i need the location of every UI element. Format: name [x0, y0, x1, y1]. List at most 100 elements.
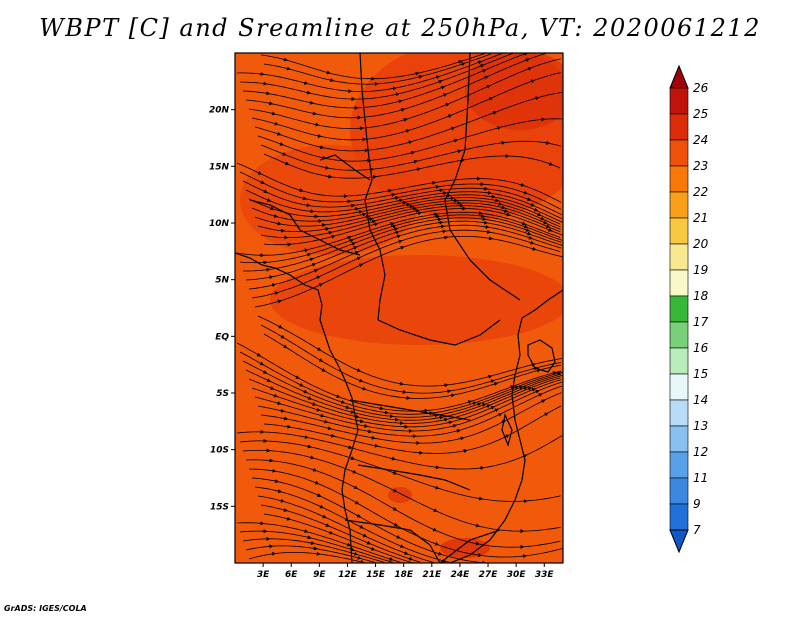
streamline-arrow: [370, 546, 376, 551]
streamline-arrow: [276, 221, 282, 226]
streamline-arrow: [315, 407, 321, 412]
streamline-arrow: [346, 235, 352, 240]
streamline-arrow: [509, 385, 515, 389]
streamline-arrow: [392, 470, 398, 475]
streamline-arrow: [354, 250, 360, 255]
streamline-arrow: [530, 362, 536, 367]
streamline-arrow: [353, 207, 360, 212]
colorbar-swatch: [669, 503, 689, 531]
streamline-arrow: [440, 85, 446, 90]
lake-outline: [501, 413, 513, 447]
streamline-arrow: [527, 386, 533, 391]
streamline: [239, 214, 563, 264]
streamline-arrow: [529, 79, 535, 84]
streamline-arrow: [487, 236, 494, 241]
streamline-arrow: [447, 114, 453, 119]
streamline-arrow: [408, 204, 414, 209]
streamline-arrow: [477, 496, 484, 501]
streamline-arrow: [352, 246, 358, 250]
streamline-arrow: [529, 240, 535, 245]
streamline-arrow: [414, 208, 420, 213]
streamline-arrow: [370, 219, 377, 224]
streamline-arrow: [276, 401, 282, 406]
streamline-arrow: [513, 385, 519, 390]
streamline-arrow: [361, 212, 367, 217]
streamline-arrow: [301, 196, 307, 201]
coastline-west-africa: [235, 252, 359, 563]
streamline-arrow: [282, 344, 288, 349]
streamline-arrow: [319, 145, 325, 150]
streamline-arrow: [489, 379, 495, 384]
colorbar-swatch: [669, 373, 689, 401]
border: [357, 464, 471, 491]
streamline-arrow: [389, 222, 395, 226]
streamline-arrow: [534, 389, 540, 394]
streamline-arrow: [286, 424, 292, 429]
streamline-arrow: [284, 161, 290, 166]
streamline-arrow: [309, 455, 315, 460]
map-title: WBPT [C] and Sreamline at 250hPa, VT: 20…: [39, 14, 761, 42]
streamline-arrow: [532, 366, 538, 371]
streamline-arrow: [547, 227, 553, 232]
streamline: [236, 522, 401, 563]
streamline-arrow: [270, 551, 276, 556]
lat-tick-label: 20N: [209, 106, 230, 116]
streamline-arrow: [319, 413, 325, 418]
streamline: [243, 217, 562, 272]
streamline-arrow: [311, 401, 317, 406]
streamline-arrow: [411, 206, 417, 211]
streamline-arrow: [282, 508, 288, 512]
streamline-arrow: [536, 212, 542, 217]
streamline: [263, 153, 561, 179]
streamline-arrow: [302, 389, 308, 394]
streamline: [248, 468, 563, 558]
lon-tick-label: 12E: [338, 570, 358, 580]
lat-tick-label: 5N: [215, 276, 229, 286]
colorbar-bottom-arrow: [669, 529, 689, 554]
streamline-arrow: [303, 248, 309, 253]
colorbar-swatch: [669, 191, 689, 219]
streamline-arrow: [303, 435, 309, 439]
streamline-arrow: [313, 269, 319, 273]
streamlines: [236, 53, 563, 563]
streamline: [245, 459, 561, 548]
streamline-arrow: [477, 60, 483, 65]
colorbar-label: 26: [693, 81, 709, 95]
streamline-arrow: [268, 101, 274, 106]
streamline-arrow: [501, 420, 506, 424]
streamline-arrow: [316, 347, 322, 351]
colorbar-swatch: [669, 347, 689, 375]
streamline-arrow: [477, 553, 483, 558]
streamline-arrow: [457, 60, 463, 64]
streamline: [239, 440, 561, 502]
streamline-arrow: [431, 180, 437, 185]
streamline-arrow: [405, 202, 411, 207]
streamline-arrow: [395, 534, 401, 539]
streamline-arrow: [260, 180, 265, 185]
hot-patch: [465, 53, 563, 130]
lat-tick-label: 10S: [210, 446, 229, 456]
colorbar-label: 13: [693, 419, 708, 433]
streamline-arrow: [442, 93, 448, 98]
streamline-arrow: [444, 102, 450, 107]
lon-tick-label: 6E: [285, 570, 298, 580]
streamline-arrow: [367, 429, 373, 434]
streamline-arrow: [437, 551, 443, 556]
streamline: [242, 449, 561, 532]
streamline-arrow: [316, 133, 322, 138]
colorbar-label: 11: [693, 471, 708, 485]
streamline-arrow: [540, 399, 546, 404]
colorbar-top-arrow: [669, 64, 689, 89]
streamline: [245, 220, 563, 281]
streamline-arrow: [368, 217, 374, 222]
streamline-arrow: [399, 245, 405, 250]
streamline-arrow: [456, 149, 462, 154]
colorbar-label: 12: [693, 445, 708, 459]
streamline-arrow: [537, 393, 543, 397]
streamline-arrow: [400, 107, 406, 112]
streamline-arrow: [459, 158, 466, 163]
colorbar-label: 19: [693, 263, 708, 277]
border: [439, 529, 501, 563]
streamline-arrow: [281, 151, 287, 156]
